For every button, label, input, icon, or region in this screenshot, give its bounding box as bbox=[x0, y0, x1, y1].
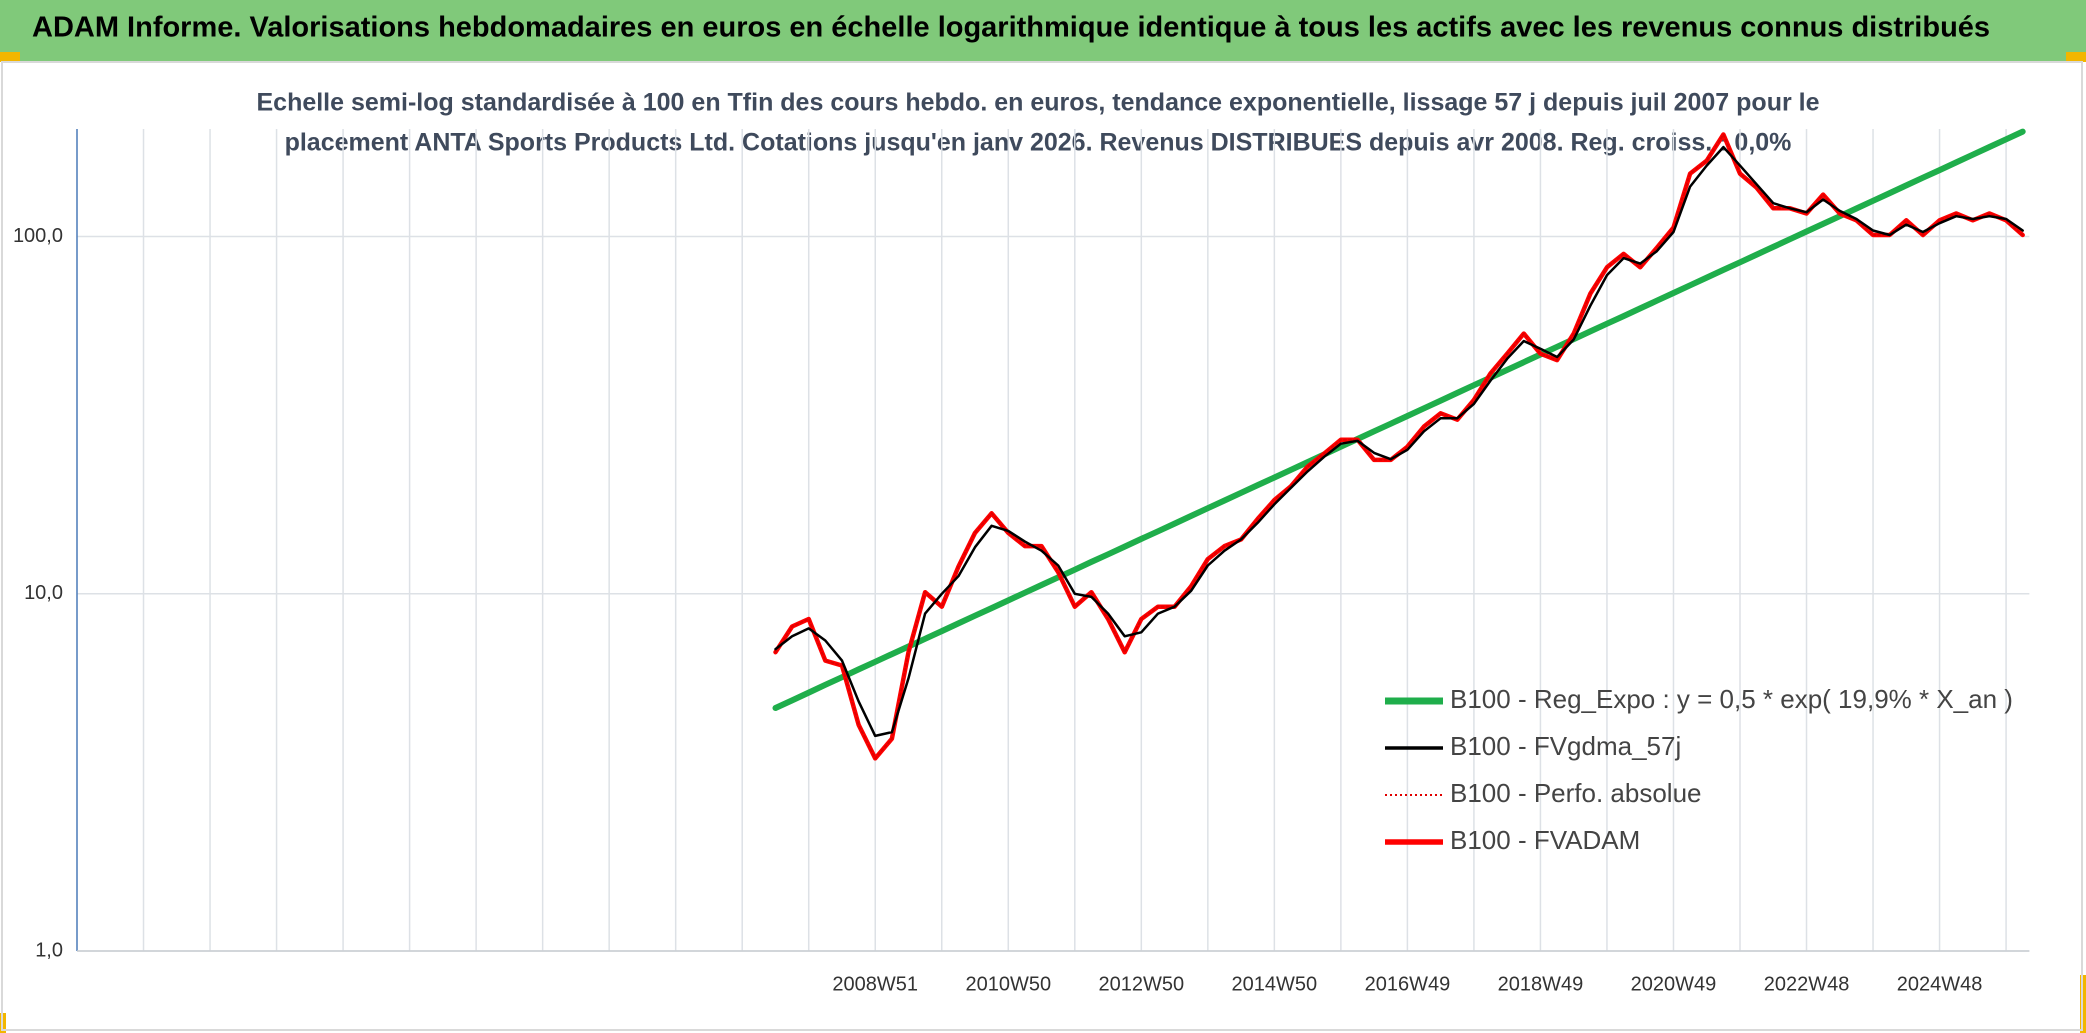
x-tick-label: 2022W48 bbox=[1764, 973, 1850, 995]
chart-title: placement ANTA Sports Products Ltd. Cota… bbox=[285, 129, 1792, 157]
y-tick-label: 100,0 bbox=[13, 225, 63, 247]
x-tick-label: 2010W50 bbox=[965, 973, 1051, 995]
chart-title: Echelle semi-log standardisée à 100 en T… bbox=[256, 89, 1819, 117]
x-tick-label: 2020W49 bbox=[1631, 973, 1717, 995]
x-tick-label: 2016W49 bbox=[1365, 973, 1451, 995]
x-tick-label: 2024W48 bbox=[1897, 973, 1983, 995]
legend-label: B100 - Reg_Expo : y = 0,5 * exp( 19,9% *… bbox=[1450, 684, 2013, 714]
x-tick-label: 2012W50 bbox=[1099, 973, 1185, 995]
legend-label: B100 - FVgdma_57j bbox=[1450, 731, 1681, 761]
page-title: ADAM Informe. Valorisations hebdomadaire… bbox=[32, 12, 1990, 44]
frame bbox=[1, 61, 2083, 1031]
x-tick-label: 2014W50 bbox=[1232, 973, 1318, 995]
x-tick-label: 2018W49 bbox=[1498, 973, 1584, 995]
legend-label: B100 - FVADAM bbox=[1450, 825, 1640, 855]
header-bar bbox=[0, 0, 2086, 61]
legend-label: B100 - Perfo. absolue bbox=[1450, 778, 1702, 808]
corner bbox=[2066, 52, 2086, 62]
y-tick-label: 10,0 bbox=[24, 582, 63, 604]
series-line bbox=[772, 128, 2026, 711]
x-tick-label: 2008W51 bbox=[832, 973, 918, 995]
y-tick-label: 1,0 bbox=[35, 939, 63, 961]
corner bbox=[0, 52, 20, 62]
series-line bbox=[774, 145, 2024, 738]
